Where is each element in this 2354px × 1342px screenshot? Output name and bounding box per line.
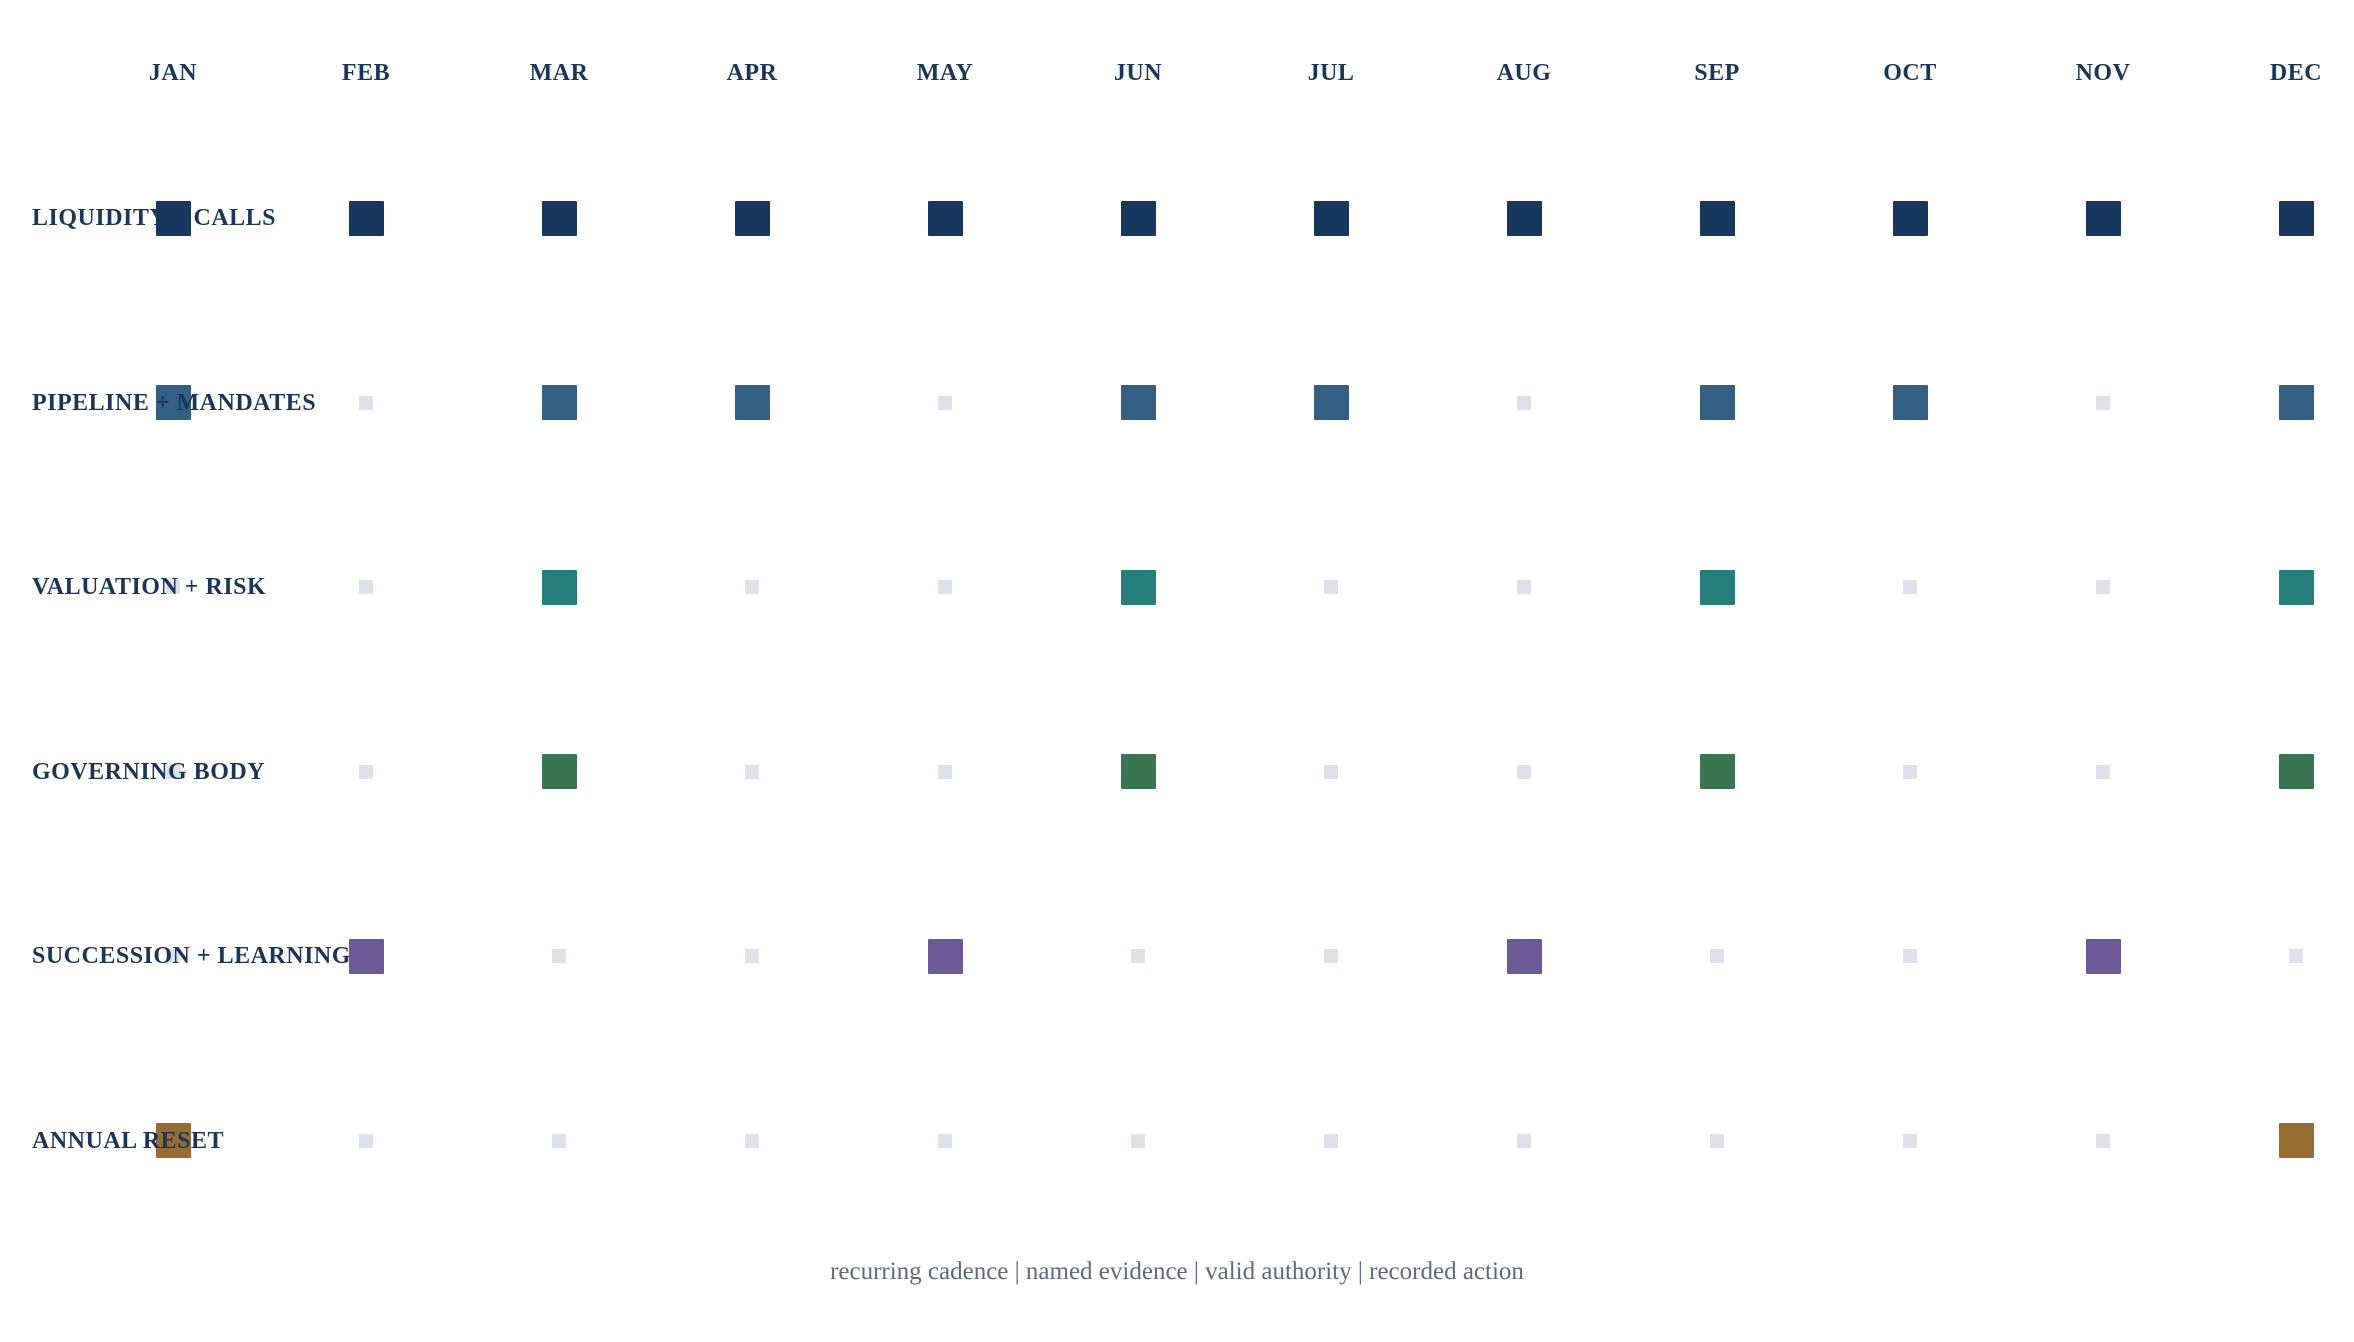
inactive-cell-annual-reset-may bbox=[938, 1133, 952, 1148]
inactive-cell-succession-learning-jan bbox=[166, 949, 180, 963]
active-cell-governing-body-dec bbox=[2278, 754, 2314, 789]
inactive-cell-pipeline-mandates-aug bbox=[1517, 395, 1531, 410]
inactive-cell-governing-body-nov bbox=[2096, 764, 2110, 779]
inactive-cell-pipeline-mandates-may bbox=[938, 395, 952, 410]
inactive-cell-governing-body-jan bbox=[166, 764, 180, 779]
month-label-oct: OCT bbox=[1883, 60, 1937, 86]
inactive-cell-valuation-risk-feb bbox=[359, 580, 373, 594]
active-cell-annual-reset-jan bbox=[155, 1123, 191, 1158]
inactive-cell-annual-reset-jul bbox=[1324, 1133, 1338, 1148]
active-cell-pipeline-mandates-apr bbox=[734, 385, 770, 420]
active-cell-pipeline-mandates-jun bbox=[1120, 385, 1156, 420]
active-cell-liquidity-calls-apr bbox=[734, 200, 770, 236]
inactive-cell-annual-reset-nov bbox=[2096, 1133, 2110, 1148]
inactive-cell-succession-learning-mar bbox=[552, 949, 566, 963]
active-cell-pipeline-mandates-jul bbox=[1313, 385, 1349, 420]
inactive-cell-annual-reset-oct bbox=[1903, 1133, 1917, 1148]
month-label-jul: JUL bbox=[1307, 60, 1355, 86]
active-cell-governing-body-mar bbox=[541, 754, 577, 789]
active-cell-liquidity-calls-feb bbox=[348, 200, 384, 236]
inactive-cell-governing-body-feb bbox=[359, 764, 373, 779]
active-cell-governing-body-sep bbox=[1699, 754, 1735, 789]
active-cell-succession-learning-nov bbox=[2085, 938, 2121, 974]
inactive-cell-annual-reset-jun bbox=[1131, 1133, 1145, 1148]
active-cell-annual-reset-dec bbox=[2278, 1123, 2314, 1158]
inactive-cell-valuation-risk-aug bbox=[1517, 580, 1531, 594]
month-label-nov: NOV bbox=[2075, 60, 2131, 86]
inactive-cell-valuation-risk-may bbox=[938, 580, 952, 594]
active-cell-valuation-risk-dec bbox=[2278, 569, 2314, 605]
month-label-jun: JUN bbox=[1113, 60, 1163, 86]
inactive-cell-succession-learning-jun bbox=[1131, 949, 1145, 963]
active-cell-valuation-risk-mar bbox=[541, 569, 577, 605]
inactive-cell-governing-body-may bbox=[938, 764, 952, 779]
active-cell-liquidity-calls-mar bbox=[541, 200, 577, 236]
month-label-may: MAY bbox=[916, 60, 974, 86]
active-cell-liquidity-calls-sep bbox=[1699, 200, 1735, 236]
row-label-liquidity-calls: LIQUIDITY + CALLS bbox=[32, 205, 277, 231]
active-cell-liquidity-calls-jun bbox=[1120, 200, 1156, 236]
inactive-cell-succession-learning-dec bbox=[2289, 949, 2303, 963]
row-label-valuation-risk: VALUATION + RISK bbox=[32, 574, 267, 600]
inactive-cell-annual-reset-mar bbox=[552, 1133, 566, 1148]
active-cell-liquidity-calls-may bbox=[927, 200, 963, 236]
inactive-cell-pipeline-mandates-feb bbox=[359, 395, 373, 410]
inactive-cell-governing-body-aug bbox=[1517, 764, 1531, 779]
month-label-sep: SEP bbox=[1694, 60, 1740, 86]
active-cell-liquidity-calls-jul bbox=[1313, 200, 1349, 236]
inactive-cell-annual-reset-aug bbox=[1517, 1133, 1531, 1148]
row-label-governing-body: GOVERNING BODY bbox=[32, 758, 266, 785]
inactive-cell-succession-learning-sep bbox=[1710, 949, 1724, 963]
month-label-dec: DEC bbox=[2269, 60, 2323, 86]
month-label-jan: JAN bbox=[148, 60, 198, 86]
inactive-cell-annual-reset-sep bbox=[1710, 1133, 1724, 1148]
inactive-cell-annual-reset-feb bbox=[359, 1133, 373, 1148]
inactive-cell-governing-body-apr bbox=[745, 764, 759, 779]
active-cell-liquidity-calls-nov bbox=[2085, 200, 2121, 236]
active-cell-succession-learning-feb bbox=[348, 938, 384, 974]
inactive-cell-succession-learning-jul bbox=[1324, 949, 1338, 963]
inactive-cell-valuation-risk-oct bbox=[1903, 580, 1917, 594]
active-cell-pipeline-mandates-jan bbox=[155, 385, 191, 420]
month-label-aug: AUG bbox=[1496, 60, 1552, 86]
active-cell-governing-body-jun bbox=[1120, 754, 1156, 789]
row-label-pipeline-mandates: PIPELINE + MANDATES bbox=[32, 389, 317, 416]
inactive-cell-valuation-risk-nov bbox=[2096, 580, 2110, 594]
active-cell-valuation-risk-sep bbox=[1699, 569, 1735, 605]
month-label-apr: APR bbox=[726, 60, 778, 86]
active-cell-liquidity-calls-oct bbox=[1892, 200, 1928, 236]
active-cell-pipeline-mandates-sep bbox=[1699, 385, 1735, 420]
active-cell-valuation-risk-jun bbox=[1120, 569, 1156, 605]
inactive-cell-governing-body-oct bbox=[1903, 764, 1917, 779]
inactive-cell-succession-learning-apr bbox=[745, 949, 759, 963]
active-cell-pipeline-mandates-dec bbox=[2278, 385, 2314, 420]
active-cell-succession-learning-may bbox=[927, 938, 963, 974]
active-cell-liquidity-calls-aug bbox=[1506, 200, 1542, 236]
inactive-cell-valuation-risk-jul bbox=[1324, 580, 1338, 594]
inactive-cell-valuation-risk-jan bbox=[166, 580, 180, 594]
active-cell-pipeline-mandates-mar bbox=[541, 385, 577, 420]
inactive-cell-valuation-risk-apr bbox=[745, 580, 759, 594]
active-cell-succession-learning-aug bbox=[1506, 938, 1542, 974]
month-label-mar: MAR bbox=[529, 60, 589, 86]
footer-caption: recurring cadence | named evidence | val… bbox=[830, 1258, 1524, 1285]
inactive-cell-succession-learning-oct bbox=[1903, 949, 1917, 963]
active-cell-pipeline-mandates-oct bbox=[1892, 385, 1928, 420]
inactive-cell-pipeline-mandates-nov bbox=[2096, 395, 2110, 410]
row-label-succession-learning: SUCCESSION + LEARNING bbox=[32, 943, 351, 969]
month-label-feb: FEB bbox=[341, 60, 391, 86]
inactive-cell-governing-body-jul bbox=[1324, 764, 1338, 779]
row-label-annual-reset: ANNUAL RESET bbox=[32, 1127, 225, 1154]
inactive-cell-annual-reset-apr bbox=[745, 1133, 759, 1148]
active-cell-liquidity-calls-dec bbox=[2278, 200, 2314, 236]
active-cell-liquidity-calls-jan bbox=[155, 200, 191, 236]
